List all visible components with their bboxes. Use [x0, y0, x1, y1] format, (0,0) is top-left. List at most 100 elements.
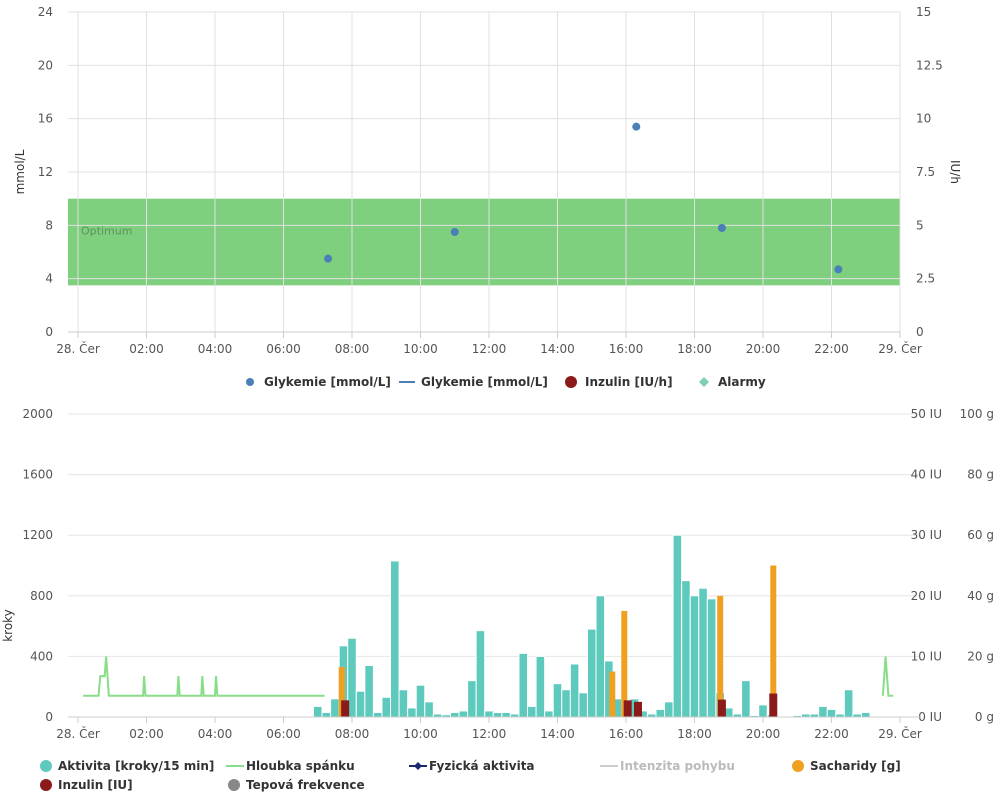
x-tick-label: 06:00 — [266, 342, 301, 356]
glycemia-point — [834, 265, 843, 274]
legend-symbol-marker — [414, 762, 422, 770]
y-right-tick-label: 7.5 — [916, 165, 935, 179]
activity-bar — [355, 690, 366, 718]
legend-label: Tepová frekvence — [246, 778, 365, 792]
y-left-tick-label: 1600 — [22, 468, 53, 482]
activity-bar — [484, 710, 494, 718]
activity-bar — [449, 711, 460, 718]
x-tick-label: 22:00 — [814, 342, 849, 356]
y-right-iu-tick-label: 20 IU — [911, 589, 942, 603]
y-right-g-tick-label: 40 g — [967, 589, 994, 603]
glycemia-chart: Optimum 28. Čer 02:00 04:00 06:00 08:00 10:00 1… — [13, 5, 962, 356]
legend-symbol — [40, 760, 52, 772]
glycemia-point — [450, 228, 459, 236]
activity-bar — [544, 710, 554, 718]
activity-bar — [501, 711, 511, 718]
optimum-label: Optimum — [81, 225, 132, 238]
insulin-bar — [633, 701, 642, 717]
x-tick-label: 02:00 — [129, 342, 164, 356]
y-right-g-tick-label: 80 g — [967, 468, 994, 482]
x-tick-label: 16:00 — [609, 727, 644, 741]
activity-bar — [475, 630, 486, 718]
activity-bar — [364, 664, 374, 718]
y-left-tick-label: 2000 — [22, 407, 53, 421]
legend-symbol — [699, 377, 709, 387]
y-left-tick-label: 0 — [45, 325, 53, 339]
y-left-tick-label: 20 — [38, 58, 53, 72]
activity-bar — [415, 684, 426, 718]
y-right-axis-title: IU/h — [948, 160, 962, 184]
legend-label: Hloubka spánku — [246, 759, 355, 773]
x-tick-label: 10:00 — [403, 342, 438, 356]
activity-chart: 0 400 800 1200 1600 2000 0 IU 10 IU 20 IU 30 IU 40… — [1, 407, 994, 741]
carbs-bar — [609, 671, 616, 717]
y-left-tick-label: 8 — [45, 218, 53, 232]
activity-bar — [672, 534, 683, 718]
x-tick-label: 12:00 — [472, 342, 507, 356]
activity-bar — [586, 628, 597, 718]
glycemia-point — [632, 122, 641, 131]
x-tick-label: 16:00 — [609, 342, 644, 356]
x-tick-label: 28. Čer — [56, 726, 100, 741]
legend-symbol — [228, 779, 240, 791]
x-tick-label: 08:00 — [335, 342, 370, 356]
x-tick-label: 18:00 — [677, 727, 712, 741]
x-tick-label: 29. Čer — [878, 726, 922, 741]
y-right-tick-label: 15 — [916, 5, 931, 19]
legend-label: Fyzická aktivita — [429, 759, 535, 773]
activity-bar — [535, 655, 546, 718]
y-right-g-tick-label: 60 g — [967, 528, 994, 542]
activity-bar — [758, 704, 768, 718]
activity-bar — [407, 707, 417, 718]
legend-label: Aktivita [kroky/15 min] — [58, 759, 214, 773]
legend-label: Intenzita pohybu — [620, 759, 735, 773]
x-tick-label: 14:00 — [540, 727, 575, 741]
insulin-bar — [717, 699, 726, 717]
activity-bar — [843, 689, 854, 718]
y-left-tick-label: 16 — [38, 112, 53, 126]
x-tick-label: 18:00 — [677, 342, 712, 356]
y-right-g-tick-label: 0 g — [975, 710, 994, 724]
activity-bar — [655, 708, 666, 718]
y-right-iu-tick-label: 0 IU — [918, 710, 942, 724]
carbs-bar — [621, 610, 628, 717]
activity-bar — [826, 708, 837, 718]
legend-symbol — [792, 760, 804, 772]
x-tick-label: 20:00 — [746, 727, 781, 741]
activity-bar — [860, 711, 871, 718]
y-right-tick-label: 2.5 — [916, 272, 935, 286]
glycemia-point — [717, 224, 726, 232]
activity-bar — [321, 711, 332, 718]
activity-bar — [372, 711, 383, 718]
x-tick-label: 06:00 — [266, 727, 301, 741]
activity-bar — [741, 680, 751, 718]
activity-bar — [312, 705, 323, 718]
y-right-g-tick-label: 100 g — [960, 407, 994, 421]
activity-bar — [552, 683, 563, 718]
x-tick-label: 02:00 — [129, 727, 164, 741]
activity-bar — [398, 689, 409, 718]
activity-bar — [595, 595, 606, 718]
y-right-g-tick-label: 20 g — [967, 649, 994, 663]
carbs-bar — [338, 667, 345, 717]
activity-bar — [689, 595, 700, 718]
optimum-band — [68, 198, 900, 286]
legend-symbol — [565, 376, 577, 388]
y-left-tick-label: 0 — [45, 710, 53, 724]
x-tick-label: 14:00 — [540, 342, 575, 356]
legend-label: Inzulin [IU] — [58, 778, 133, 792]
glycemia-legend: Glykemie [mmol/L] Glykemie [mmol/L] Inzuli… — [246, 375, 766, 389]
x-tick-label: 08:00 — [335, 727, 370, 741]
activity-bar — [424, 701, 434, 718]
y-left-axis-title: mmol/L — [13, 149, 27, 194]
legend-label: Glykemie [mmol/L] — [264, 375, 391, 389]
x-tick-label: 10:00 — [403, 727, 438, 741]
y-left-axis-title: kroky — [1, 609, 15, 642]
x-tick-label: 12:00 — [472, 727, 507, 741]
y-left-tick-label: 12 — [38, 165, 53, 179]
activity-bar — [458, 710, 469, 718]
y-right-tick-label: 5 — [916, 218, 924, 232]
x-tick-label: 22:00 — [814, 727, 849, 741]
legend-label: Sacharidy [g] — [810, 759, 901, 773]
y-left-tick-label: 24 — [38, 5, 53, 19]
